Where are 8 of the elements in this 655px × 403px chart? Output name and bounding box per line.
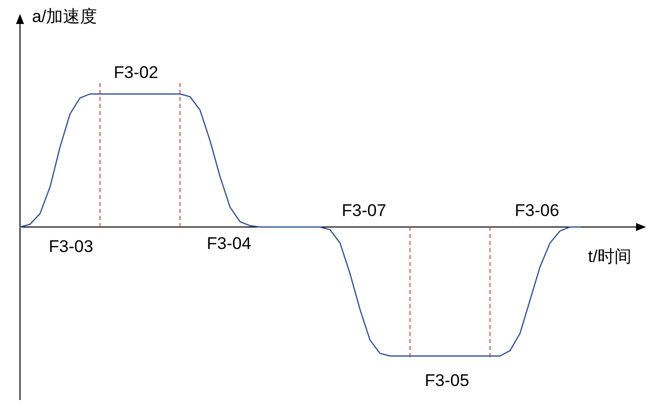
annotation: F3-02 [114,63,158,82]
annotation: F3-03 [48,237,94,256]
annotation: F3-06 [514,201,560,220]
ylabel: a/加速度 [32,7,98,26]
annotation: F3-04 [206,234,252,253]
annotation: F3-05 [424,371,470,390]
annotation: F3-07 [342,201,386,220]
xlabel: t/时间 [588,247,632,266]
